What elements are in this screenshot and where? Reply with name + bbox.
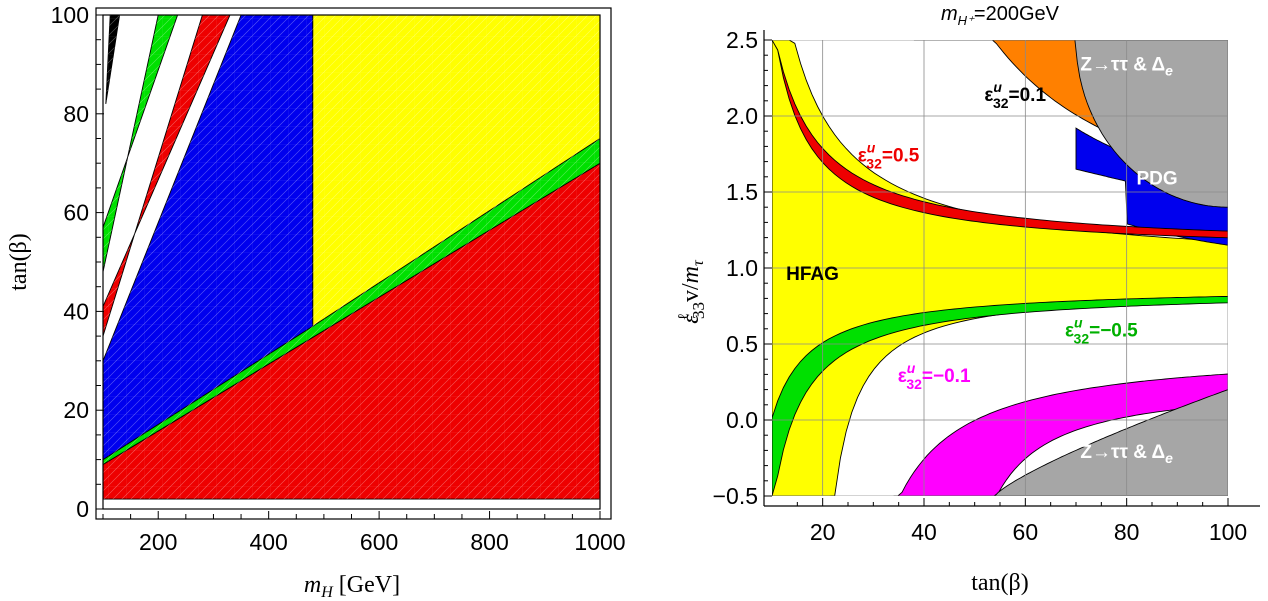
- annotation-sub: 32: [1074, 330, 1090, 346]
- right-x-tick-label: 100: [1209, 519, 1247, 545]
- right-annotation-3: εu 32=−0.5: [1065, 314, 1138, 346]
- left-x-tick-label: 800: [470, 529, 508, 555]
- right-x-tick-label: 40: [911, 519, 937, 545]
- right-y-rest: v/: [678, 283, 704, 302]
- left-y-tick-label: 80: [63, 101, 89, 127]
- right-x-tick-label: 80: [1114, 519, 1140, 545]
- annotation-main: Z→ττ & Δ: [1080, 442, 1165, 463]
- right-chart-title: mH⁺=200GeV: [941, 3, 1060, 28]
- annotation-rest: =−0.5: [1089, 320, 1138, 341]
- right-chart-axes: 20 40 60 80 100 −0.5 0.0 0.5 1.0 1.5 2.0 2.5: [713, 27, 1260, 545]
- right-region-red: [772, 40, 1228, 239]
- right-annotation-4: εu 32=−0.1: [898, 360, 971, 392]
- left-plot-frame: [102, 14, 601, 510]
- left-chart-axes: 200 400 600 800 1000 0 20 40 60 80 100: [51, 2, 626, 555]
- right-y-sup: ℓ: [676, 313, 692, 320]
- left-y-tick-label: 100: [51, 2, 89, 28]
- right-annotation-2: εu 32=0.1: [984, 79, 1046, 111]
- left-region-mesh-0: [103, 163, 600, 500]
- left-region-mesh-2: [103, 15, 313, 460]
- annotation-main: HFAG: [786, 264, 839, 285]
- annotation-sub: 32: [866, 156, 882, 172]
- right-y-sub: 33: [689, 302, 708, 319]
- right-annotation-5: PDG: [1136, 168, 1177, 189]
- left-y-tick-label: 0: [76, 496, 89, 522]
- left-x-axis-title: mH [GeV]: [304, 572, 400, 601]
- annotation-main: ε: [984, 85, 993, 106]
- right-y-msub: τ: [690, 259, 707, 266]
- right-y-tick-label: 1.0: [726, 255, 758, 281]
- annotation-main: ε: [858, 146, 867, 167]
- right-chart-grid: [772, 40, 1228, 496]
- right-title-var: m: [941, 3, 958, 25]
- left-outer-frame: [95, 7, 612, 520]
- left-region-mesh-1: [103, 138, 600, 465]
- right-y-tick-label: −0.5: [713, 483, 758, 509]
- right-y-m: m: [678, 266, 704, 283]
- left-x-tick-label: 200: [139, 529, 177, 555]
- right-region-green: [772, 295, 1228, 496]
- annotation-sup: u: [1074, 314, 1083, 330]
- annotation-rest: =0.1: [1009, 85, 1047, 106]
- right-y-tick-label: 0.0: [726, 407, 758, 433]
- right-annotation-0: HFAG: [786, 264, 839, 285]
- right-region-magenta: [893, 373, 1228, 496]
- left-region-mesh-6: [105, 15, 120, 104]
- left-y-axis-title: tan(β): [6, 233, 32, 291]
- annotation-rest: =−0.1: [922, 366, 971, 387]
- annotation-rest: =0.5: [882, 146, 920, 167]
- left-x-axis-sub: H: [320, 584, 334, 601]
- annotation-sub: e: [1165, 450, 1173, 466]
- right-annotation-6: Z→ττ & Δe: [1080, 54, 1173, 78]
- right-y-tick-label: 0.5: [726, 331, 758, 357]
- right-region-gray-top: [1030, 40, 1228, 208]
- annotation-main: ε: [898, 366, 907, 387]
- left-y-tick-label: 40: [63, 298, 89, 324]
- left-chart: 200 400 600 800 1000 0 20 40 60 80 100 mH [GeV] ta…: [6, 2, 626, 601]
- left-x-tick-label: 600: [360, 529, 398, 555]
- annotation-main: ε: [1065, 320, 1074, 341]
- right-y-tick-label: 2.0: [726, 103, 758, 129]
- left-x-tick-label: 1000: [574, 529, 625, 555]
- annotation-sub: 32: [993, 95, 1009, 111]
- right-annotation-1: εu 32=0.5: [858, 140, 920, 172]
- right-y-tick-label: 2.5: [726, 27, 758, 53]
- left-y-tick-label: 60: [63, 200, 89, 226]
- annotation-main: Z→ττ & Δ: [1080, 54, 1165, 75]
- right-y-tick-label: 1.5: [726, 179, 758, 205]
- left-chart-mesh: [103, 15, 600, 500]
- right-x-tick-label: 20: [810, 519, 836, 545]
- right-x-tick-label: 60: [1013, 519, 1039, 545]
- right-region-gray-bottom: [994, 389, 1228, 496]
- left-x-axis-var: m: [304, 572, 321, 598]
- right-chart: mH⁺=200GeV 20 40 60 80 100−0.50.00.51.01.52.…: [676, 3, 1260, 596]
- annotation-sub: e: [1165, 62, 1173, 78]
- annotation-main: PDG: [1136, 168, 1177, 189]
- right-annotation-7: Z→ττ & Δe: [1080, 442, 1173, 466]
- right-title-sub: H⁺: [958, 13, 975, 28]
- annotation-sup: u: [867, 140, 876, 156]
- annotation-sup: u: [907, 360, 916, 376]
- annotation-sub: 32: [906, 376, 922, 392]
- annotation-sup: u: [993, 79, 1002, 95]
- right-y-axis-title: εℓ33v/mτ: [676, 259, 708, 324]
- right-x-axis-title: tan(β): [971, 570, 1029, 596]
- left-x-tick-label: 400: [249, 529, 287, 555]
- left-y-tick-label: 20: [63, 397, 89, 423]
- right-y-eps: ε: [678, 314, 704, 324]
- right-title-rest: =200GeV: [974, 3, 1060, 25]
- left-region-mesh-3: [312, 15, 600, 327]
- left-x-axis-unit: [GeV]: [333, 572, 400, 598]
